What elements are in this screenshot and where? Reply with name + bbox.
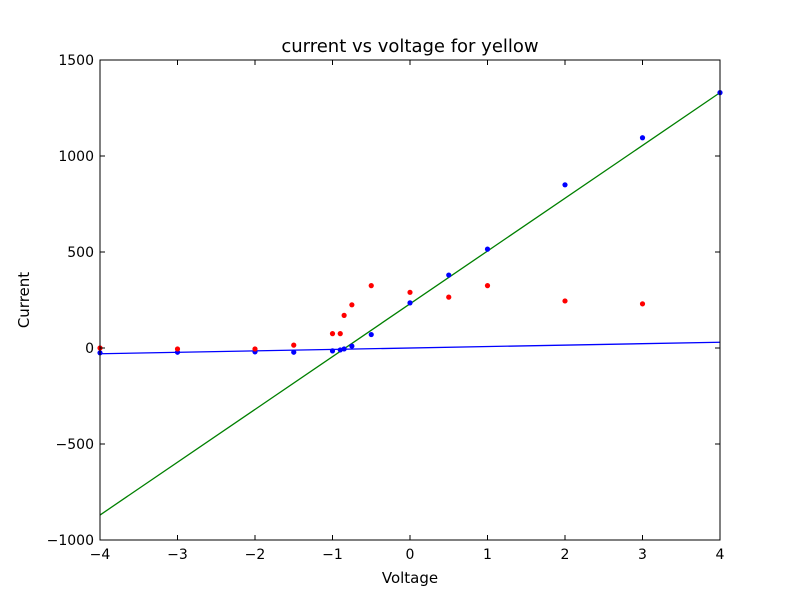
data-point-1-9 — [407, 289, 413, 295]
data-point-1-13 — [639, 301, 646, 307]
data-point-0-8 — [368, 331, 374, 338]
data-point-0-4 — [329, 348, 336, 354]
data-point-0-3 — [291, 349, 297, 355]
x-tick-label: 3 — [638, 547, 647, 563]
data-point-1-8 — [368, 283, 374, 289]
x-tick-label: −3 — [167, 547, 188, 563]
x-tick-label: 0 — [406, 547, 415, 563]
data-point-0-11 — [484, 246, 491, 252]
y-tick-label: −500 — [56, 437, 94, 453]
x-tick-label: 4 — [716, 547, 725, 563]
data-point-0-10 — [446, 272, 452, 278]
x-axis-title: Voltage — [382, 569, 438, 587]
plot-area — [97, 59, 723, 541]
data-point-1-10 — [446, 294, 452, 300]
fit-line-2 — [99, 341, 721, 355]
data-point-0-6 — [341, 346, 347, 352]
y-tick-label: 0 — [85, 341, 94, 357]
x-tick-label: −1 — [322, 547, 343, 563]
y-tick-label: 1500 — [58, 53, 94, 69]
data-points-layer — [97, 90, 723, 356]
data-point-1-7 — [349, 302, 355, 308]
data-point-0-7 — [349, 343, 355, 349]
y-axis-title: Current — [15, 272, 33, 328]
data-point-1-11 — [484, 283, 491, 289]
x-tick-label: −2 — [245, 547, 266, 563]
data-point-1-1 — [174, 346, 181, 352]
data-point-0-12 — [562, 182, 568, 188]
y-tick-label: −1000 — [47, 533, 94, 549]
data-point-1-3 — [291, 342, 297, 348]
y-axis: −1000 −500 0 500 1000 1500 — [47, 53, 720, 549]
x-axis: −4 −3 −2 −1 0 1 2 3 4 — [90, 60, 725, 563]
y-tick-label: 500 — [67, 245, 94, 261]
y-tick-label: 1000 — [58, 149, 94, 165]
x-tick-label: −4 — [90, 547, 111, 563]
data-point-0-9 — [407, 300, 413, 306]
x-tick-label: 1 — [483, 547, 492, 563]
data-point-1-2 — [252, 346, 258, 352]
data-point-1-4 — [329, 331, 336, 337]
x-tick-label: 2 — [561, 547, 570, 563]
data-point-1-12 — [562, 298, 568, 304]
data-point-0-13 — [639, 135, 646, 141]
plot-background — [100, 60, 720, 540]
chart-title: current vs voltage for yellow — [281, 36, 538, 57]
data-point-1-5 — [337, 331, 343, 337]
data-point-1-6 — [341, 312, 347, 318]
